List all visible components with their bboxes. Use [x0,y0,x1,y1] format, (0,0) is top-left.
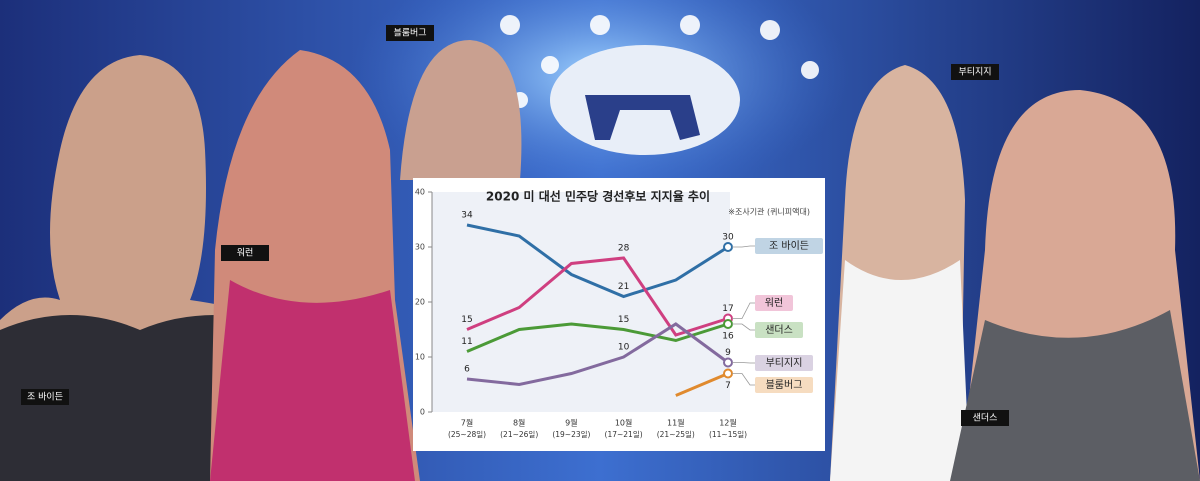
x-tick-label: 7월 [461,418,473,428]
x-tick-note: (21~26일) [500,430,538,439]
legend-box [755,377,813,393]
data-label: 15 [461,315,472,325]
x-tick-label: 12월 [719,418,737,428]
series-line [675,372,729,397]
legend-box [755,238,823,254]
data-label: 6 [464,365,470,375]
end-marker [723,319,733,329]
y-tick-label: 0 [420,408,425,417]
x-tick-label: 11월 [667,418,685,428]
y-tick-label: 20 [415,298,425,307]
data-label: 34 [461,211,473,221]
data-label: 7 [725,381,731,391]
legend-box [755,295,793,311]
data-label: 21 [618,282,629,292]
data-label: 30 [722,233,734,243]
legend-connector [732,323,755,331]
legend-connector [732,362,755,364]
caption: 워런 [237,248,254,259]
caption-box [961,410,1009,426]
caption: 조 바이든 [27,392,63,403]
legend-connector [732,373,755,386]
legend-box [755,322,803,338]
y-tick-label: 10 [415,353,425,362]
caption-box [21,389,69,405]
legend-label: 조 바이든 [769,240,809,252]
x-tick-note: (11~15일) [709,430,747,439]
caption: 샌더스 [973,413,998,424]
legend-label: 블룸버그 [766,379,803,391]
caption-box [386,25,434,41]
legend-label: 워런 [765,296,783,309]
chart-title: 2020 미 대선 민주당 경선후보 지지율 추이 [486,189,710,204]
x-tick-note: (19~23일) [552,430,590,439]
x-tick-note: (17~21일) [605,430,643,439]
x-tick-label: 9월 [565,418,577,428]
end-marker [723,242,733,252]
caption: 부티지지 [958,67,991,78]
series-line [466,322,729,353]
data-label: 28 [618,244,630,254]
caption-box [221,245,269,261]
legend-label: 부티지지 [766,357,803,369]
data-label: 9 [725,348,731,358]
photos [0,40,1200,481]
caption-box [951,64,999,80]
x-tick-label: 8월 [513,418,525,428]
data-label: 10 [618,343,630,353]
data-label: 16 [722,332,734,342]
y-tick-label: 40 [415,188,425,197]
x-tick-note: (21~25일) [657,430,695,439]
legend-connector [732,245,755,248]
end-marker [723,357,733,368]
caption: 블룸버그 [393,28,426,39]
series-line [466,322,729,387]
data-label: 15 [618,315,629,325]
legend-box [755,355,813,371]
x-tick-note: (25~28일) [448,430,486,439]
y-tick-label: 30 [415,243,425,252]
chart-subtitle: ※조사기관 (퀴니피액대) [728,207,810,217]
legend-label: 샌더스 [765,324,793,336]
legend-connector [732,302,755,319]
series-line [466,223,729,299]
end-marker [723,368,733,379]
data-label: 11 [461,337,472,347]
data-label: 17 [722,304,733,314]
x-tick-label: 10월 [615,418,633,428]
